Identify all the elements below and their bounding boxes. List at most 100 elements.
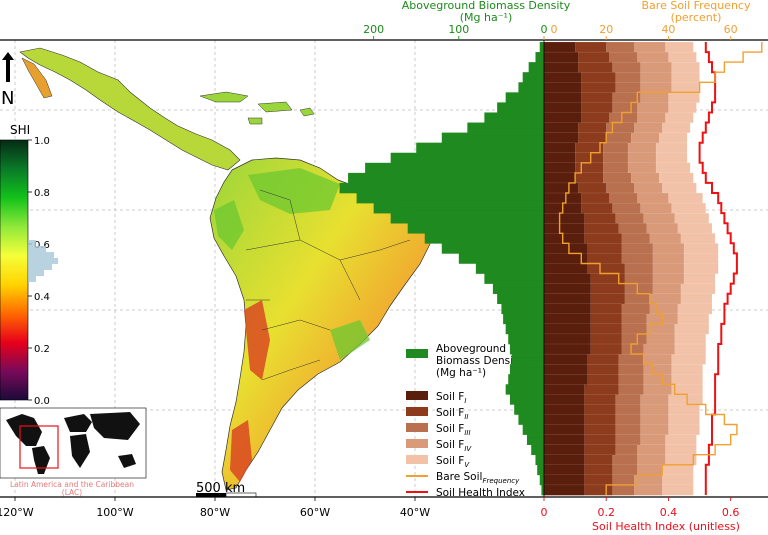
biomass-bar: [535, 454, 544, 466]
biomass-bar: [518, 414, 544, 425]
biomass-bar: [508, 333, 544, 345]
biomass-bar: [416, 142, 544, 154]
series-bare-soil-frequency: [558, 42, 763, 495]
colorbar-tick-label: 0.6: [34, 240, 50, 251]
inset-world-map: [0, 407, 147, 479]
bare-soil-tick-label: 40: [661, 23, 675, 36]
biomass-bar: [511, 354, 544, 365]
series-soil-health-index: [698, 42, 738, 495]
soil-fraction-bar: [543, 343, 591, 355]
top-right-axis-title-1: Bare Soil Frequency: [642, 0, 751, 12]
legend-item: Soil FII: [406, 407, 468, 421]
biomass-bar: [441, 132, 544, 143]
legend-swatch: [406, 349, 428, 358]
legend-swatch: [406, 455, 428, 464]
legend-item: Soil FIII: [406, 423, 471, 437]
top-left-axis-title-1: Aboveground Biomass Density: [402, 0, 571, 12]
longitude-tick-label: 100°W: [96, 506, 133, 519]
biomass-bar: [441, 243, 544, 254]
soil-fraction-bar: [543, 192, 582, 204]
colorbar: [0, 139, 29, 401]
soil-fraction-bar: [543, 353, 588, 365]
soil-fraction-bar: [543, 92, 582, 103]
soil-fraction-bar: [543, 182, 579, 194]
country-borders: [245, 189, 411, 381]
longitude-tick-label: 40°W: [400, 506, 430, 519]
soil-fraction-bar: [543, 384, 585, 395]
biomass-bar: [539, 474, 544, 486]
soil-fraction-bar: [543, 41, 576, 53]
colorbar-ticks: 0.0 0.2 0.4 0.6 0.8 1.0: [28, 136, 50, 407]
soil-fraction-bar: [543, 132, 579, 144]
biomass-bar: [492, 283, 544, 294]
scale-bar: [196, 492, 257, 497]
top-axis-biomass: 200 100 0: [363, 23, 548, 40]
soil-fraction-bar: [543, 303, 591, 315]
legend-label: Soil FI: [436, 391, 466, 405]
soil-fraction-bar: [543, 243, 588, 254]
biomass-bar: [497, 293, 544, 305]
soil-fraction-bar: [543, 62, 579, 73]
legend-label: Soil FII: [436, 407, 468, 421]
soil-fraction-bar: [543, 323, 591, 335]
soil-fraction-bar: [543, 72, 582, 83]
biomass-bar: [509, 364, 544, 375]
biomass-bar: [424, 233, 544, 244]
profile-panel: [543, 40, 768, 497]
bare-soil-tick-label: 0: [551, 23, 558, 36]
scale-label: 500 km: [196, 481, 245, 496]
soil-fraction-bar: [543, 333, 591, 345]
series-aboveground-biomass: [339, 42, 544, 496]
biomass-bar: [509, 344, 544, 355]
legend-swatch: [406, 391, 428, 400]
legend-item: Soil FIV: [406, 439, 472, 453]
biomass-bar: [505, 92, 544, 103]
colorbar-tick-label: 0.2: [34, 344, 50, 355]
biomass-bar: [503, 313, 544, 325]
colorbar-tick-label: 0.8: [34, 188, 50, 199]
soil-fraction-bars: [543, 41, 719, 496]
soil-fraction-bar: [543, 112, 582, 123]
soil-fraction-bar: [543, 434, 585, 446]
legend-item: Aboveground Biomass Density(Mg ha⁻¹): [406, 343, 523, 379]
soil-fraction-bar: [543, 283, 591, 295]
biomass-bar: [539, 42, 544, 53]
shi-tick-label: 0.4: [660, 506, 678, 519]
soil-fraction-bar: [543, 82, 582, 93]
legend-swatch: [406, 407, 428, 416]
biomass-bar: [522, 72, 544, 83]
legend-swatch: [406, 439, 428, 448]
biomass-bar: [365, 162, 544, 174]
biomass-bar: [497, 102, 544, 113]
legend: Aboveground Biomass Density(Mg ha⁻¹) Soil…: [406, 343, 525, 497]
shi-tick-label: 0.2: [597, 506, 615, 519]
soil-fraction-bar: [543, 273, 591, 285]
map-panel: N 500 km Latin America and the Caribbean…: [0, 40, 544, 497]
biomass-bar: [514, 404, 544, 415]
biomass-bar: [390, 152, 544, 164]
inset-label-line1: Latin America and the Caribbean: [10, 480, 134, 489]
colorbar-title: SHI: [10, 123, 30, 137]
biomass-bar: [484, 112, 544, 123]
soil-fraction-bar: [543, 223, 585, 234]
biomass-bar: [541, 484, 544, 496]
soil-fraction-bar: [543, 474, 585, 486]
soil-fraction-bar: [543, 444, 585, 456]
soil-fraction-bar: [543, 364, 588, 375]
biomass-bar: [528, 62, 544, 73]
bare-soil-tick-label: 60: [724, 23, 738, 36]
biomass-bar: [339, 182, 544, 194]
land-baja: [21, 57, 53, 99]
legend-item: Soil FV: [406, 455, 470, 469]
soil-fraction-bar: [543, 213, 585, 224]
top-axis-bare-soil: 0 20 40 60: [543, 23, 738, 40]
top-right-axis-title-2: (percent): [671, 11, 722, 24]
north-arrow: [2, 52, 14, 82]
biomass-bar: [535, 52, 544, 63]
soil-fraction-bar: [543, 404, 585, 415]
biomass-bar: [348, 172, 544, 184]
legend-label: Soil FIII: [436, 423, 471, 437]
legend-label: (Mg ha⁻¹): [436, 367, 486, 379]
colorbar-tick-label: 0.0: [34, 396, 50, 407]
